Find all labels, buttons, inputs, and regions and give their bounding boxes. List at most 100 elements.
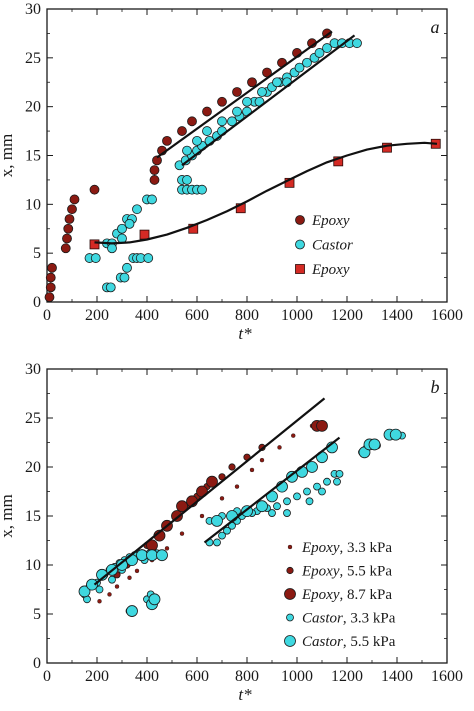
panel-a-data-point (60, 243, 71, 254)
panel-b-data-point (219, 496, 225, 501)
panel-b-x-tick-label: 0 (43, 668, 51, 685)
panel-b-x-tick-label: 1000 (281, 668, 313, 685)
panel-a-data-point (202, 126, 212, 136)
panel-b-x-tick-label: 800 (235, 668, 259, 685)
panel-b-legend-marker (286, 566, 294, 575)
panel-a-data-point (177, 126, 187, 136)
panel-b-legend-marker (284, 635, 296, 647)
panel-a-data-point (147, 194, 157, 205)
panel-a-data-point (227, 116, 237, 127)
panel-a-data-point (45, 282, 56, 293)
panel-b-data-point (134, 568, 140, 574)
panel-a-data-point (149, 165, 160, 176)
panel-b-x-axis-label: t* (238, 685, 252, 704)
panel-b-x-tick-label: 600 (185, 668, 209, 685)
panel-a-legend-label: Epoxy (311, 262, 350, 278)
panel-a-data-point (217, 116, 227, 127)
panel-b-data-point (389, 428, 402, 441)
panel-b-data-point (116, 559, 128, 571)
panel-a-data-point (139, 229, 150, 240)
panel-b-legend-label: Epoxy, 5.5 kPa (301, 564, 392, 580)
panel-a-data-point (44, 292, 55, 303)
panel-a-data-point (64, 214, 75, 224)
panel-b-data-point (164, 546, 170, 551)
panel-b-x-tick-label: 1600 (431, 668, 463, 685)
panel-a-y-tick-label: 25 (25, 50, 41, 67)
panel-a-fit-line-1 (156, 30, 333, 159)
panel-b-data-point (335, 469, 344, 478)
panel-b-data-point (199, 513, 205, 519)
panel-b-data-point (291, 433, 296, 438)
panel-a-data-point (149, 175, 160, 185)
panel-b-fit-line-1 (203, 436, 341, 544)
panel-b-y-tick-label: 30 (25, 361, 41, 378)
panel-b-data-point (127, 575, 132, 580)
panel-a-data-point (187, 116, 197, 127)
panel-b-data-point (156, 549, 168, 562)
panel-a-data-point (232, 106, 242, 117)
panel-b-data-point (234, 484, 240, 489)
panel-a-x-tick-label: 1600 (431, 307, 463, 324)
panel-b-fit-line-0 (93, 397, 326, 586)
panel-b-data-point (283, 509, 291, 517)
panel-a-data-point (45, 272, 56, 283)
panel-a-legend-label: Epoxy (311, 213, 350, 229)
panel-b-data-point (333, 477, 341, 486)
panel-a-data-point (69, 194, 80, 205)
panel-a-fit-line-0 (94, 141, 438, 245)
panel-a-data-point (242, 96, 252, 107)
panel-b-data-point (114, 584, 120, 589)
panel-b-data-point (218, 531, 226, 540)
panel-a: 0 200 400 600 800 1000 1200 1400 1600 0 5 10 15 20 25 3… (0, 1, 463, 343)
panel-a-data-point (192, 135, 202, 146)
panel-b-data-point (313, 482, 321, 491)
panel-b-legend: Epoxy, 3.3 kPa Epoxy, 5.5 kPa Epoxy, 8.7 k… (284, 540, 396, 650)
panel-a-data-point (217, 96, 227, 107)
panel-a-data-point (197, 184, 207, 195)
panel-b-y-axis-label: x, mm (0, 494, 16, 537)
panel-a-panel-label: a (431, 17, 440, 37)
panel-a-x-axis-label: t* (238, 324, 252, 343)
panel-b-y-tick-label: 20 (25, 459, 41, 476)
panel-b-data-point (316, 419, 328, 432)
panel-b-panel-label: b (431, 377, 440, 397)
panel-a-data-point (47, 262, 57, 273)
panel-b-data-point (179, 531, 185, 536)
panel-b-data-point (228, 463, 236, 471)
panel-a-data-point (322, 43, 332, 53)
panel-a-y-tick-label: 10 (25, 196, 41, 213)
panel-a-y-tick-label: 5 (33, 245, 41, 262)
panel-b-data-point (146, 549, 158, 562)
panel-a-data-point (63, 223, 74, 234)
panel-b-data-point (107, 592, 112, 597)
panel-a-data-point (89, 184, 100, 195)
panel-a-data-point (62, 233, 72, 244)
panel-a-data-point (302, 57, 312, 68)
panel-a-series-1 (84, 38, 362, 293)
panel-b-x-tick-label: 1200 (331, 668, 363, 685)
panel-a-series-0 (44, 28, 332, 303)
panel-a-legend-marker (295, 239, 305, 250)
panel-b-data-point (249, 467, 255, 473)
panel-b-data-point (108, 575, 116, 584)
panel-a-y-tick-label: 30 (25, 1, 41, 18)
panel-a-data-point (162, 135, 172, 146)
panel-a-data-point (105, 282, 116, 293)
panel-b-series-0 (97, 423, 315, 604)
panel-a-legend-marker (295, 215, 305, 225)
panel-b-data-point (95, 585, 104, 594)
panel-a-data-point (152, 155, 162, 166)
panel-a-x-tick-label: 600 (185, 307, 209, 324)
panel-b-x-tick-label: 1400 (381, 668, 413, 685)
panel-a-data-point (107, 243, 117, 254)
panel-a-legend: Epoxy Castor Epoxy (295, 213, 353, 278)
panel-a-data-point (124, 218, 135, 229)
panel-b-data-point (368, 438, 381, 451)
panel-a-x-tick-label: 1000 (281, 307, 313, 324)
panel-b-y-tick-label: 5 (33, 606, 41, 623)
panel-b-legend-marker (284, 588, 296, 600)
panel-a-y-tick-label: 15 (25, 148, 41, 165)
panel-b-data-point (268, 509, 276, 517)
panel-b-data-point (277, 445, 282, 450)
